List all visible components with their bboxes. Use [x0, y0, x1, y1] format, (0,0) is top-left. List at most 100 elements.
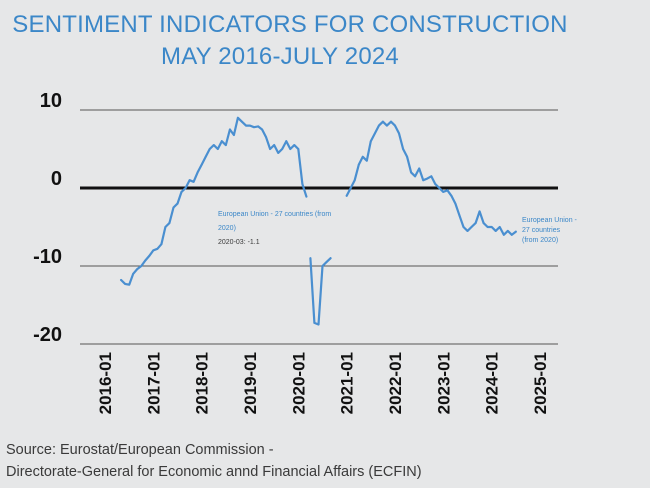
data-point	[474, 222, 477, 225]
data-point	[494, 230, 497, 232]
x-tick-label: 2020-01	[289, 352, 308, 414]
source-line-2: Directorate-General for Economic annd Fi…	[6, 464, 422, 480]
data-point	[220, 140, 223, 143]
y-tick-label: -10	[33, 246, 62, 268]
data-point	[285, 140, 288, 143]
data-point	[208, 148, 211, 150]
data-point	[466, 230, 469, 232]
data-point	[410, 171, 412, 174]
x-tick-label: 2025-01	[531, 352, 550, 414]
data-point	[394, 124, 396, 127]
data-point	[168, 222, 171, 225]
data-point	[184, 187, 187, 189]
data-point	[386, 124, 388, 127]
x-tick-label: 2019-01	[241, 352, 260, 414]
data-point	[325, 261, 328, 263]
annotation-label: 27 countries	[522, 227, 561, 234]
data-point	[398, 132, 400, 135]
data-point	[438, 187, 441, 189]
data-point	[498, 226, 501, 228]
data-point	[490, 226, 493, 228]
data-point	[253, 126, 255, 129]
annotations: European Union - 27 countries (from 2020)…	[218, 211, 578, 246]
data-point	[128, 283, 131, 286]
data-point	[148, 255, 151, 257]
data-point	[402, 148, 404, 150]
data-point	[418, 167, 421, 170]
data-point	[365, 159, 368, 162]
y-axis-tick-labels: 10 0 -10 -20	[33, 90, 62, 346]
data-point	[353, 179, 356, 182]
y-tick-label: 0	[51, 168, 62, 190]
x-tick-label: 2024-01	[483, 352, 502, 414]
data-point	[293, 144, 296, 147]
series-line	[345, 120, 517, 236]
data-point	[458, 214, 461, 217]
y-tick-label: -20	[33, 324, 62, 346]
data-point	[345, 194, 348, 197]
data-point	[200, 163, 203, 166]
annotation-label: 2020)	[218, 225, 236, 232]
data-point	[450, 194, 453, 197]
data-point	[273, 144, 276, 147]
data-point	[261, 128, 263, 131]
chart-title: SENTIMENT INDICATORS FOR CONSTRUCTION	[12, 11, 568, 38]
x-tick-label: 2022-01	[386, 352, 405, 414]
data-point	[430, 175, 433, 178]
data-point	[176, 202, 179, 205]
data-point	[305, 195, 308, 198]
x-tick-label: 2021-01	[338, 352, 357, 414]
data-point	[390, 120, 392, 123]
data-point	[289, 148, 292, 150]
data-point	[486, 226, 489, 228]
data-point	[237, 116, 239, 119]
data-point	[309, 257, 312, 260]
data-point	[233, 134, 235, 136]
data-point	[192, 180, 195, 183]
data-point	[245, 124, 247, 127]
data-point	[144, 259, 147, 262]
annotation-label: European Union -	[522, 217, 578, 224]
data-point	[132, 272, 135, 275]
data-point	[357, 163, 360, 166]
data-point	[269, 148, 271, 150]
source-line-1: Source: Eurostat/European Commission -	[6, 442, 274, 458]
annotation-label: 2020-03: -1.1	[218, 239, 260, 246]
data-point	[317, 323, 320, 326]
data-point	[349, 187, 352, 189]
x-tick-label: 2016-01	[96, 352, 115, 414]
data-point	[212, 144, 215, 147]
x-axis-tick-labels: 2016-01 2017-01 2018-01 2019-01 2020-01 2021-…	[96, 352, 550, 414]
data-point	[406, 155, 408, 158]
y-tick-label: 10	[40, 90, 62, 112]
annotation-label: European Union - 27 countries (from	[218, 211, 331, 218]
data-point	[140, 265, 143, 267]
data-point	[514, 230, 517, 233]
chart-subtitle: MAY 2016-JULY 2024	[161, 43, 399, 70]
data-point	[470, 226, 473, 228]
data-point	[446, 189, 449, 192]
data-point	[374, 132, 376, 135]
annotation-label: (from 2020)	[522, 237, 558, 244]
data-point	[120, 279, 122, 281]
data-point	[506, 230, 509, 232]
data-point	[297, 148, 300, 150]
data-point	[478, 210, 481, 213]
data-point	[229, 128, 231, 131]
data-point	[164, 226, 167, 228]
data-point	[462, 226, 465, 228]
series-line	[309, 257, 332, 326]
series-lines	[119, 116, 517, 326]
data-point	[188, 179, 191, 182]
series-line	[119, 116, 308, 286]
data-point	[482, 222, 485, 225]
data-point	[378, 124, 380, 127]
data-point	[277, 152, 280, 154]
data-point	[204, 155, 207, 158]
data-point	[249, 124, 251, 127]
data-point	[257, 125, 259, 128]
data-point	[329, 257, 332, 260]
data-point	[160, 243, 163, 246]
data-point	[216, 148, 219, 150]
data-point	[152, 249, 155, 252]
